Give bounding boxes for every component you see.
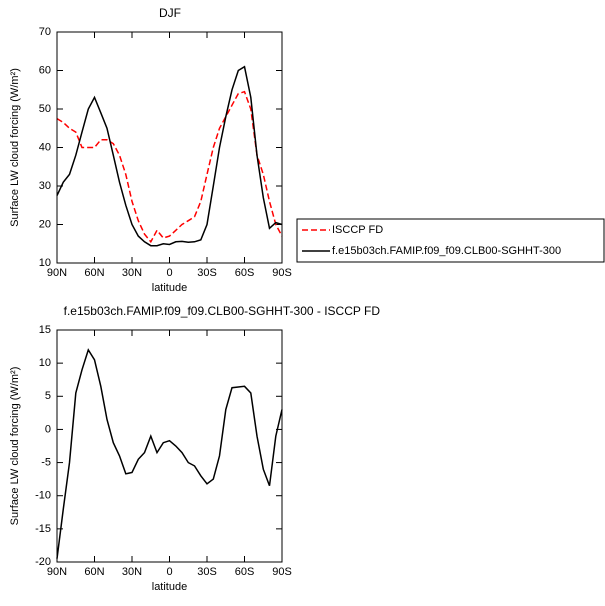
y-tick-label: 70 bbox=[39, 26, 51, 38]
y-tick-label: 50 bbox=[39, 103, 51, 115]
x-tick-label: 0 bbox=[166, 267, 172, 279]
x-tick-label: 30S bbox=[197, 267, 217, 279]
x-tick-label: 30N bbox=[122, 267, 142, 279]
legend-label: ISCCP FD bbox=[332, 224, 383, 236]
data-line bbox=[56, 65, 283, 247]
data-line bbox=[56, 90, 283, 244]
y-tick-label: 30 bbox=[39, 180, 51, 192]
x-tick-label: 30N bbox=[122, 566, 142, 578]
x-tick-label: 90N bbox=[47, 566, 67, 578]
y-axis-label: Surface LW cloud forcing (W/m²) bbox=[9, 68, 21, 227]
legend-label: f.e15b03ch.FAMIP.f09_f09.CLB00-SGHHT-300 bbox=[332, 245, 561, 257]
y-tick-label: 60 bbox=[39, 64, 51, 76]
chart-title: f.e15b03ch.FAMIP.f09_f09.CLB00-SGHHT-300… bbox=[64, 304, 381, 318]
chart-title: DJF bbox=[159, 6, 181, 20]
y-tick-label: -20 bbox=[35, 556, 51, 568]
y-tick-label: 0 bbox=[45, 423, 51, 435]
x-tick-label: 60S bbox=[235, 267, 255, 279]
x-tick-label: 0 bbox=[166, 566, 172, 578]
x-tick-label: 90S bbox=[272, 267, 292, 279]
plot-frame bbox=[56, 329, 283, 563]
y-tick-label: -10 bbox=[35, 490, 51, 502]
x-tick-label: 60N bbox=[84, 566, 104, 578]
y-axis-label: Surface LW cloud forcing (W/m²) bbox=[9, 367, 21, 526]
x-tick-label: 90N bbox=[47, 267, 67, 279]
x-tick-label: 60N bbox=[84, 267, 104, 279]
x-tick-label: 60S bbox=[235, 566, 255, 578]
y-tick-label: 10 bbox=[39, 257, 51, 269]
data-line bbox=[56, 348, 283, 559]
legend-box bbox=[296, 218, 605, 263]
x-axis-label: latitude bbox=[152, 282, 187, 294]
y-tick-label: 10 bbox=[39, 357, 51, 369]
x-axis-label: latitude bbox=[152, 581, 187, 593]
y-tick-label: 40 bbox=[39, 141, 51, 153]
plot-frame bbox=[56, 31, 283, 264]
y-tick-label: -5 bbox=[41, 456, 51, 468]
x-tick-label: 90S bbox=[272, 566, 292, 578]
y-tick-label: 15 bbox=[39, 324, 51, 336]
y-tick-label: 20 bbox=[39, 218, 51, 230]
y-tick-label: 5 bbox=[45, 390, 51, 402]
x-tick-label: 30S bbox=[197, 566, 217, 578]
y-tick-label: -15 bbox=[35, 523, 51, 535]
